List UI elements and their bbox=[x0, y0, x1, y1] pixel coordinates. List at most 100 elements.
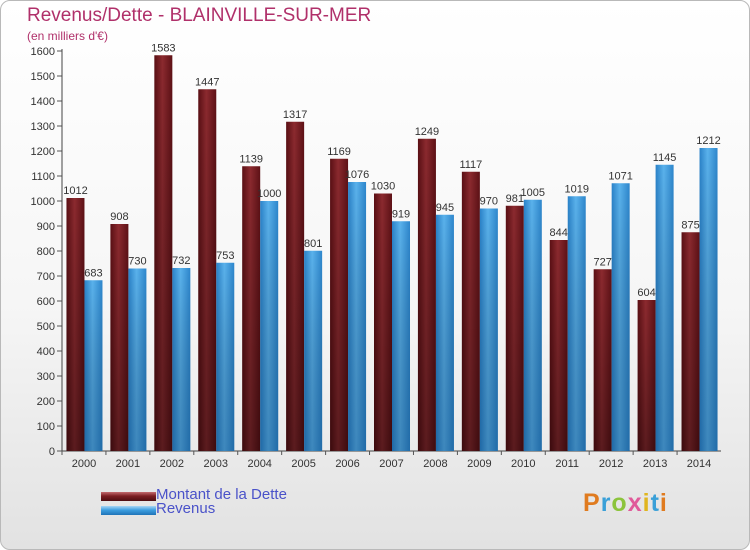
bar-shade-dette bbox=[198, 89, 217, 451]
y-tick-label: 200 bbox=[37, 396, 55, 408]
bar-shade-dette bbox=[593, 269, 612, 451]
bar-shade-revenus bbox=[348, 182, 367, 451]
bar-shade-dette bbox=[681, 232, 700, 451]
data-label-dette: 1317 bbox=[283, 109, 307, 121]
bar-shade-revenus bbox=[567, 196, 586, 451]
x-tick-label: 2004 bbox=[247, 458, 271, 470]
bar-shade-dette bbox=[549, 240, 568, 451]
data-label-revenus: 970 bbox=[480, 196, 498, 208]
x-tick-label: 2001 bbox=[116, 458, 140, 470]
data-label-revenus: 1005 bbox=[521, 187, 545, 199]
data-label-revenus: 945 bbox=[436, 202, 454, 214]
bar-shade-revenus bbox=[172, 268, 191, 451]
data-label-revenus: 1212 bbox=[696, 135, 720, 147]
proxiti-logo: Proxiti bbox=[583, 489, 668, 518]
bar-shade-dette bbox=[66, 198, 85, 451]
data-label-revenus: 1000 bbox=[257, 188, 281, 200]
logo-letter: r bbox=[600, 489, 612, 517]
legend-swatch-revenus bbox=[101, 506, 156, 515]
y-tick-label: 1100 bbox=[31, 171, 55, 183]
y-tick-label: 100 bbox=[37, 421, 55, 433]
data-label-dette: 1583 bbox=[151, 42, 175, 54]
logo-letter: t bbox=[650, 489, 660, 517]
bar-shade-revenus bbox=[655, 164, 674, 451]
bar-shade-revenus bbox=[392, 221, 410, 451]
data-label-dette: 1117 bbox=[459, 159, 482, 171]
y-tick-label: 300 bbox=[37, 371, 55, 383]
x-tick-label: 2003 bbox=[204, 458, 228, 470]
data-label-revenus: 732 bbox=[172, 255, 190, 267]
x-tick-label: 2009 bbox=[467, 458, 491, 470]
logo-letter: o bbox=[611, 489, 628, 517]
x-tick-label: 2010 bbox=[511, 458, 535, 470]
bar-shade-revenus bbox=[128, 268, 147, 451]
bar-shade-dette bbox=[242, 166, 261, 451]
y-tick-label: 900 bbox=[37, 221, 55, 233]
data-label-dette: 727 bbox=[593, 256, 611, 268]
y-tick-label: 1600 bbox=[31, 46, 55, 58]
y-tick-label: 700 bbox=[37, 271, 55, 283]
data-label-revenus: 1145 bbox=[653, 152, 677, 164]
legend-swatch-dette bbox=[101, 492, 156, 501]
bar-shade-revenus bbox=[435, 214, 454, 451]
bar-shade-dette bbox=[374, 193, 392, 451]
y-tick-label: 1400 bbox=[31, 96, 55, 108]
y-tick-label: 0 bbox=[49, 446, 55, 458]
y-tick-label: 1300 bbox=[31, 121, 55, 133]
data-label-revenus: 1071 bbox=[608, 170, 632, 182]
bar-shade-dette bbox=[417, 138, 436, 451]
bar-shade-dette bbox=[637, 300, 656, 451]
bar-shade-revenus bbox=[611, 183, 630, 451]
bar-shade-revenus bbox=[216, 262, 235, 451]
data-label-dette: 604 bbox=[637, 287, 655, 299]
logo-letter: P bbox=[583, 489, 601, 517]
data-label-revenus: 730 bbox=[128, 256, 146, 268]
y-tick-label: 1500 bbox=[31, 71, 55, 83]
data-label-dette: 1139 bbox=[239, 153, 263, 165]
bar-shade-dette bbox=[330, 158, 349, 451]
data-label-dette: 1030 bbox=[371, 181, 395, 193]
data-label-revenus: 801 bbox=[304, 238, 322, 250]
bar-shade-dette bbox=[461, 171, 480, 451]
bar-shade-revenus bbox=[304, 250, 323, 451]
data-label-dette: 875 bbox=[681, 219, 699, 231]
y-tick-label: 800 bbox=[37, 246, 55, 258]
data-label-revenus: 683 bbox=[84, 267, 102, 279]
data-label-revenus: 753 bbox=[216, 250, 234, 262]
x-tick-label: 2008 bbox=[423, 458, 447, 470]
bar-shade-dette bbox=[505, 205, 524, 451]
x-tick-label: 2005 bbox=[291, 458, 315, 470]
chart-title: Revenus/Dette - BLAINVILLE-SUR-MER bbox=[27, 5, 372, 26]
chart-subtitle: (en milliers d'€) bbox=[27, 29, 108, 43]
x-tick-label: 2007 bbox=[379, 458, 403, 470]
bar-shade-revenus bbox=[84, 280, 103, 451]
bar-shade-dette bbox=[286, 121, 305, 451]
bar-shade-revenus bbox=[699, 148, 718, 451]
x-tick-label: 2013 bbox=[643, 458, 667, 470]
x-tick-label: 2006 bbox=[335, 458, 359, 470]
x-tick-label: 2011 bbox=[555, 458, 579, 470]
bar-shade-revenus bbox=[479, 208, 498, 451]
logo-letter: i bbox=[659, 489, 668, 517]
data-label-dette: 908 bbox=[110, 211, 128, 223]
data-label-dette: 1249 bbox=[415, 126, 439, 138]
data-label-revenus: 1076 bbox=[345, 169, 369, 181]
bar-shade-revenus bbox=[523, 199, 542, 451]
x-tick-label: 2002 bbox=[160, 458, 184, 470]
x-tick-label: 2014 bbox=[687, 458, 711, 470]
y-tick-label: 400 bbox=[37, 346, 55, 358]
y-tick-label: 600 bbox=[37, 296, 55, 308]
y-tick-label: 500 bbox=[37, 321, 55, 333]
logo-letter: x bbox=[627, 489, 643, 517]
legend-label-revenus: Revenus bbox=[156, 500, 216, 517]
data-label-dette: 981 bbox=[506, 193, 524, 205]
bar-shade-revenus bbox=[260, 201, 279, 451]
data-label-revenus: 919 bbox=[392, 208, 410, 220]
data-label-dette: 844 bbox=[550, 227, 568, 239]
x-tick-label: 2000 bbox=[72, 458, 96, 470]
logo-letter: i bbox=[642, 489, 651, 517]
legend-label-dette: Montant de la Dette bbox=[156, 486, 287, 503]
y-tick-label: 1200 bbox=[31, 146, 55, 158]
